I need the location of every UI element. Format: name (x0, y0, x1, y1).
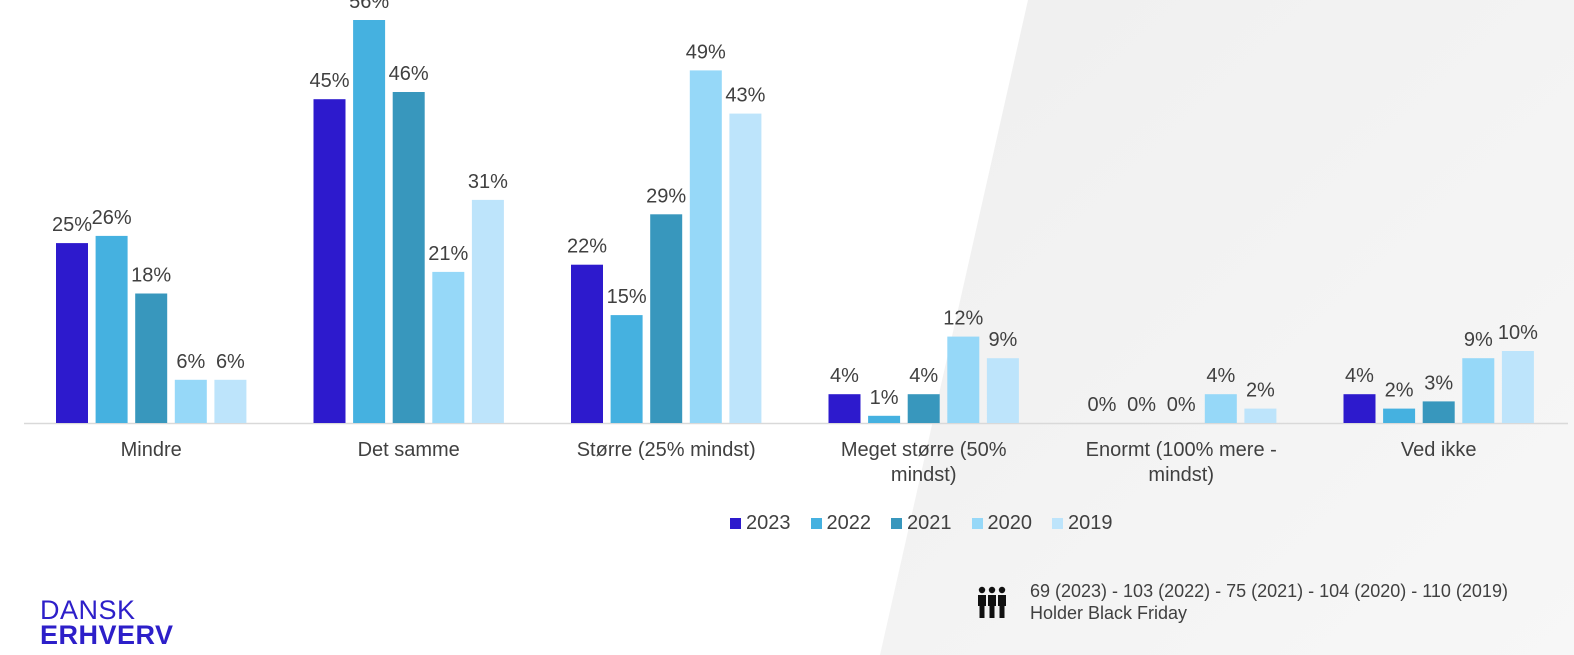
data-label: 18% (131, 265, 171, 287)
legend-swatch (810, 518, 822, 529)
data-label: 15% (607, 286, 647, 308)
bar (471, 199, 504, 423)
data-label: 1% (870, 387, 899, 409)
logo-text-dansk: DANSK (40, 595, 136, 625)
data-label: 4% (1345, 365, 1374, 387)
bar (353, 20, 386, 423)
legend-label: 2021 (907, 512, 952, 534)
logo-text-erhverv: ERHVERV (40, 620, 174, 650)
bar (56, 243, 88, 423)
data-label: 21% (428, 243, 468, 265)
data-label: 45% (309, 70, 349, 92)
category-label: Mindre (121, 439, 182, 461)
data-label: 0% (1127, 394, 1156, 416)
data-label: 0% (1167, 394, 1196, 416)
bar (650, 214, 683, 423)
data-label: 25% (52, 214, 92, 236)
bar (174, 379, 207, 423)
data-label: 2% (1246, 380, 1275, 402)
data-label: 4% (830, 365, 859, 387)
bar (1343, 394, 1376, 423)
legend-swatch (971, 518, 983, 529)
data-label: 12% (943, 308, 983, 330)
respondent-info: 69 (2023) - 103 (2022) - 75 (2021) - 104… (974, 580, 1508, 624)
chart-legend: 2023 2022 2021 2020 2019 (730, 512, 1113, 535)
legend-label: 2023 (746, 512, 791, 534)
bar (947, 336, 980, 423)
bar (986, 358, 1019, 423)
data-label: 22% (567, 236, 607, 258)
category-label: Større (25% mindst) (577, 439, 756, 461)
data-label: 6% (216, 351, 245, 373)
dansk-erhverv-logo: DANSK ERHVERV (40, 595, 174, 650)
data-label: 46% (389, 63, 429, 85)
bar (1244, 408, 1277, 423)
legend-item: 2023 (730, 512, 791, 535)
respondent-caption: Holder Black Friday (1030, 603, 1188, 623)
bar (95, 235, 128, 423)
data-label: 2% (1385, 380, 1414, 402)
data-label: 0% (1088, 394, 1117, 416)
data-label: 31% (468, 171, 508, 193)
people-icon (978, 586, 1006, 618)
category-label: Ved ikke (1401, 439, 1477, 461)
legend-swatch (1052, 518, 1063, 529)
data-label: 6% (176, 351, 205, 373)
legend-swatch (730, 518, 741, 529)
bar (610, 315, 643, 423)
data-label: 4% (909, 365, 938, 387)
legend-swatch (891, 518, 902, 529)
bar (432, 271, 465, 423)
data-label: 43% (725, 85, 765, 107)
bar (1422, 401, 1455, 423)
bar (1204, 394, 1237, 423)
category-label: Enormt (100% mere -mindst) (1086, 439, 1277, 486)
bar (1383, 408, 1416, 423)
data-label: 3% (1424, 372, 1453, 394)
data-label: 56% (349, 0, 389, 13)
legend-label: 2022 (826, 512, 872, 534)
bar (392, 92, 425, 423)
data-label: 4% (1206, 365, 1235, 387)
bar (828, 394, 861, 423)
legend-item: 2019 (1052, 512, 1113, 535)
legend-label: 2019 (1068, 512, 1113, 534)
data-label: 29% (646, 185, 686, 207)
bar (729, 113, 762, 423)
bar (1462, 358, 1495, 423)
legend-item: 2020 (971, 512, 1033, 535)
category-label: Det samme (358, 439, 460, 461)
legend-item: 2021 (891, 512, 952, 535)
bar (689, 70, 722, 424)
legend-label: 2020 (987, 512, 1033, 534)
bar (313, 99, 346, 423)
data-label: 9% (988, 329, 1017, 351)
data-label: 10% (1498, 322, 1538, 344)
bar (1501, 351, 1534, 423)
bar (571, 264, 603, 423)
data-label: 26% (92, 207, 132, 229)
data-label: 9% (1464, 329, 1493, 351)
bar (214, 379, 247, 423)
category-label: Meget større (50% mindst) (841, 439, 1007, 486)
bar (135, 293, 168, 423)
legend-item: 2022 (810, 512, 872, 535)
respondent-counts: 69 (2023) - 103 (2022) - 75 (2021) - 104… (1030, 581, 1508, 601)
bar (868, 415, 901, 423)
bar (907, 394, 940, 423)
data-label: 49% (686, 41, 726, 63)
